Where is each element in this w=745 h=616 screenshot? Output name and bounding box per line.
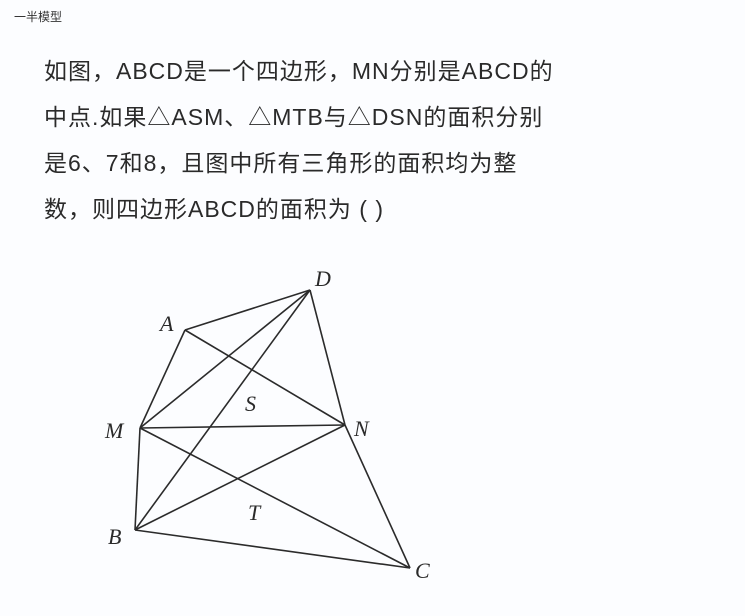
vertex-label-T: T: [248, 500, 260, 526]
problem-line-3: 是6、7和8，且图中所有三角形的面积均为整: [44, 140, 684, 186]
vertex-label-B: B: [108, 524, 121, 550]
diagram-edge: [345, 425, 410, 568]
problem-text: 如图，ABCD是一个四边形，MN分别是ABCD的 中点.如果△ASM、△MTB与…: [44, 48, 684, 232]
header-label: 一半模型: [14, 8, 62, 25]
diagram-edge: [140, 330, 185, 428]
vertex-label-M: M: [105, 418, 123, 444]
vertex-label-S: S: [245, 391, 256, 417]
diagram-edge: [185, 330, 345, 425]
geometry-diagram: ADMSNBTC: [90, 278, 450, 608]
diagram-edge: [135, 530, 410, 568]
problem-line-2: 中点.如果△ASM、△MTB与△DSN的面积分别: [44, 94, 684, 140]
vertex-label-N: N: [354, 416, 369, 442]
problem-line-1: 如图，ABCD是一个四边形，MN分别是ABCD的: [44, 48, 684, 94]
diagram-edge: [185, 290, 310, 330]
diagram-edge: [135, 428, 140, 530]
diagram-svg: [90, 278, 450, 608]
diagram-edge: [310, 290, 345, 425]
vertex-label-D: D: [315, 266, 331, 292]
diagram-edge: [135, 425, 345, 530]
diagram-edge: [140, 425, 345, 428]
diagram-edge: [140, 428, 410, 568]
vertex-label-A: A: [160, 311, 173, 337]
problem-line-4: 数，则四边形ABCD的面积为 ( ): [44, 186, 684, 232]
vertex-label-C: C: [415, 558, 430, 584]
